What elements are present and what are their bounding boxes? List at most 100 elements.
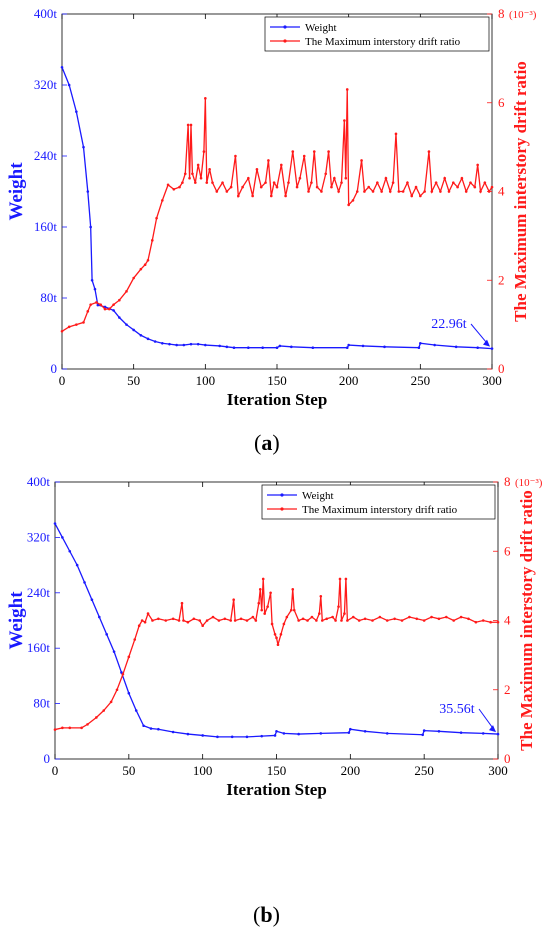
y-right-tick-label: 0	[504, 751, 511, 766]
y-left-tick-label: 160t	[34, 219, 58, 234]
series-point-drift	[172, 187, 176, 191]
series-point-drift	[86, 310, 90, 313]
series-point-weight	[96, 303, 100, 307]
panel-label-a-close: )	[272, 430, 280, 455]
series-point-weight	[146, 337, 150, 341]
series-point-weight	[118, 316, 121, 319]
series-point-drift	[260, 608, 264, 612]
series-point-drift	[233, 619, 237, 622]
series-point-drift	[473, 185, 477, 189]
series-point-weight	[75, 110, 78, 113]
series-point-drift	[357, 619, 361, 622]
series-point-weight	[175, 343, 178, 347]
panel-label-a-letter: a	[261, 430, 273, 455]
y-right-tick-label: 8	[498, 6, 505, 21]
series-point-drift	[202, 150, 206, 153]
series-point-drift	[479, 190, 482, 193]
series-point-weight	[75, 563, 79, 567]
series-point-drift	[211, 181, 214, 184]
series-point-weight	[89, 225, 92, 229]
legend-marker-drift	[283, 39, 287, 43]
series-point-weight	[347, 343, 350, 347]
series-point-weight	[60, 65, 64, 69]
series-point-drift	[191, 172, 194, 176]
series-point-drift	[194, 181, 197, 184]
series-point-drift	[310, 181, 313, 184]
series-point-drift	[229, 185, 233, 189]
series-point-drift	[284, 194, 287, 198]
series-point-drift	[266, 605, 269, 608]
series-point-drift	[99, 303, 102, 306]
series-point-weight	[216, 735, 219, 739]
series-point-weight	[385, 732, 389, 735]
series-point-drift	[406, 181, 409, 184]
series-point-drift	[415, 617, 419, 621]
series-point-weight	[127, 691, 131, 695]
series-point-weight	[454, 345, 458, 349]
series-point-drift	[340, 619, 343, 622]
series-point-drift	[330, 185, 333, 189]
series-point-drift	[345, 88, 349, 91]
series-point-weight	[232, 346, 236, 350]
series-point-weight	[125, 323, 128, 326]
annotation-final-weight: 22.96t	[431, 317, 467, 332]
x-tick-label: 150	[267, 373, 287, 388]
series-point-drift	[269, 591, 272, 595]
x-tick-label: 50	[122, 763, 135, 778]
series-point-drift	[241, 185, 244, 189]
series-point-weight	[67, 83, 71, 87]
series-point-drift	[490, 185, 494, 189]
series-point-weight	[161, 341, 164, 345]
series-point-weight	[142, 724, 145, 728]
series-point-weight	[245, 735, 249, 739]
series-point-drift	[137, 624, 141, 627]
series-point-drift	[287, 181, 290, 184]
series-point-drift	[86, 723, 89, 726]
series-point-weight	[230, 735, 234, 739]
series-point-drift	[151, 619, 154, 622]
series-point-drift	[476, 163, 479, 167]
series-point-drift	[337, 605, 340, 608]
y-left-axis-title: Weight	[6, 591, 27, 650]
y-left-tick-label: 240t	[34, 148, 58, 163]
series-point-drift	[393, 617, 396, 621]
series-point-drift	[143, 620, 147, 624]
series-point-drift	[118, 298, 121, 302]
series-point-drift	[469, 181, 472, 184]
series-point-weight	[361, 344, 365, 348]
x-tick-label: 150	[267, 763, 287, 778]
series-point-weight	[275, 730, 278, 733]
series-point-drift	[302, 154, 306, 158]
series-point-drift	[247, 176, 250, 180]
series-point-drift	[327, 150, 330, 153]
series-point-drift	[487, 190, 491, 193]
y-left-tick-label: 400t	[34, 6, 58, 21]
series-point-drift	[423, 190, 426, 193]
y-right-unit-label: (10⁻³)	[515, 477, 543, 489]
series-point-drift	[282, 622, 286, 626]
series-point-drift	[273, 633, 277, 636]
series-point-weight	[490, 347, 494, 350]
y-right-tick-label: 4	[504, 613, 511, 628]
series-point-weight	[496, 732, 500, 736]
series-point-drift	[344, 577, 348, 581]
series-point-drift	[208, 168, 211, 171]
series-point-drift	[258, 588, 262, 591]
series-point-drift	[61, 726, 64, 730]
series-point-weight	[86, 190, 90, 193]
series-point-drift	[410, 194, 414, 198]
y-left-tick-label: 320t	[34, 77, 58, 92]
y-right-tick-label: 2	[498, 272, 505, 287]
x-tick-label: 0	[52, 763, 59, 778]
series-point-weight	[481, 732, 485, 735]
annotation-arrowhead	[489, 725, 496, 733]
series-point-drift	[223, 617, 227, 621]
series-point-drift	[264, 181, 267, 184]
series-point-drift	[205, 181, 209, 184]
series-point-weight	[218, 344, 221, 348]
y-right-tick-label: 6	[498, 95, 505, 110]
panel-label-b-close: )	[272, 902, 280, 927]
series-point-drift	[297, 619, 300, 622]
series-point-weight	[349, 727, 352, 731]
series-point-drift	[301, 617, 305, 621]
